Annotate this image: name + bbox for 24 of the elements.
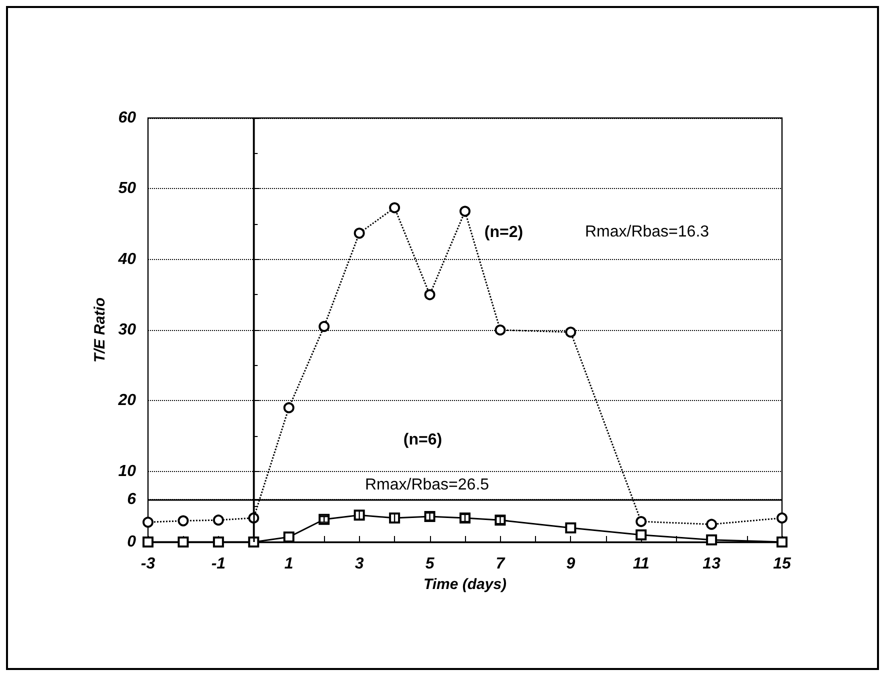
x-tick-label: 15 <box>773 556 792 572</box>
x-axis-title: Time (days) <box>423 576 507 593</box>
x-tick-label: 13 <box>702 556 721 572</box>
y-tick-label: 6 <box>127 491 136 508</box>
y-tick-label: 60 <box>118 110 136 126</box>
x-tick-label: 9 <box>566 556 576 572</box>
y-axis-title: T/E Ratio <box>91 297 108 363</box>
x-tick-label: -1 <box>211 556 226 572</box>
x-tick-label: 3 <box>354 556 364 572</box>
y-tick-label: 10 <box>118 462 136 480</box>
annotation: (n=6) <box>403 432 442 449</box>
x-tick-label: 5 <box>425 556 436 572</box>
y-tick-label: 50 <box>118 180 136 198</box>
y-tick-label: 20 <box>117 392 136 410</box>
y-tick-label: 40 <box>117 250 136 268</box>
annotation: (n=2) <box>484 224 524 241</box>
x-tick-label: 1 <box>284 556 294 572</box>
y-tick-label: 0 <box>127 534 136 550</box>
x-tick-label: 7 <box>496 556 506 572</box>
x-tick-label: 11 <box>632 556 650 572</box>
annotation: Rmax/Rbas=26.5 <box>364 476 490 494</box>
x-tick-label: -3 <box>140 556 156 572</box>
y-tick-label: 30 <box>118 322 136 338</box>
annotation: Rmax/Rbas=16.3 <box>584 224 710 240</box>
